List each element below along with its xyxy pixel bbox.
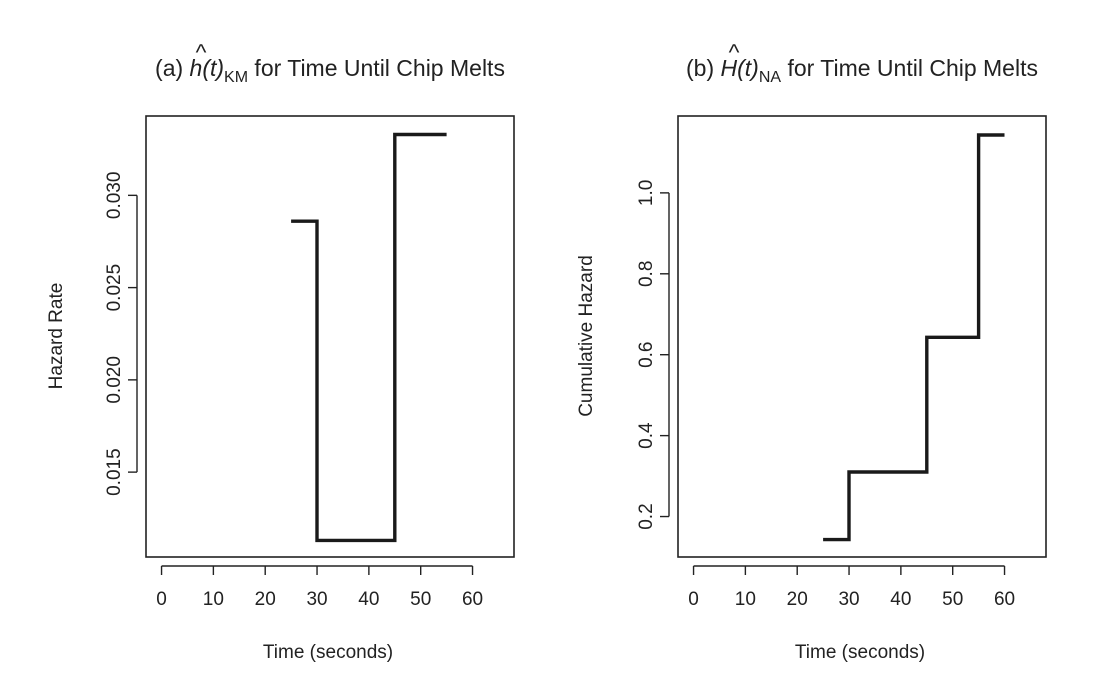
x-tick-label: 40 <box>890 589 911 610</box>
panel-b-step-line <box>823 133 1005 542</box>
y-tick-label: 0.015 <box>104 448 125 496</box>
y-tick-label: 0.025 <box>104 264 125 312</box>
x-tick-label: 20 <box>787 589 808 610</box>
panel-cumulative-hazard: (b) H(t)NA for Time Until Chip Melts ^ 0… <box>576 39 1047 663</box>
panel-a-y-axis: 0.015 0.020 0.025 0.030 <box>104 172 138 496</box>
panel-b-y-axis-label: Cumulative Hazard <box>576 255 597 417</box>
y-tick-label: 1.0 <box>636 180 657 206</box>
y-tick-label: 0.020 <box>104 356 125 404</box>
y-tick-label: 0.8 <box>636 261 657 287</box>
panel-a-y-axis-label: Hazard Rate <box>46 283 67 390</box>
panel-a-title: (a) h(t)KM for Time Until Chip Melts <box>155 55 505 86</box>
panel-a-series <box>291 132 447 543</box>
panel-a-x-axis: 0 10 20 30 40 50 60 <box>156 565 483 610</box>
panel-b-plot-frame <box>677 115 1047 558</box>
panel-b-y-axis: 0.2 0.4 0.6 0.8 1.0 <box>636 180 670 530</box>
x-tick-label: 60 <box>462 589 483 610</box>
panel-a-plot-frame <box>145 115 515 558</box>
x-tick-label: 10 <box>735 589 756 610</box>
panel-b-title-function: H <box>721 55 738 81</box>
x-tick-label: 20 <box>255 589 276 610</box>
panel-a-step-line <box>291 132 447 543</box>
y-tick-label: 0.2 <box>636 503 657 529</box>
panel-a-title-function: h <box>190 55 203 81</box>
panel-b-title: (b) H(t)NA for Time Until Chip Melts <box>686 55 1038 86</box>
panel-a-x-axis-label: Time (seconds) <box>263 642 393 663</box>
panel-a-title-subscript: KM <box>224 69 248 86</box>
panel-b-title-subscript: NA <box>759 69 782 86</box>
x-tick-label: 40 <box>358 589 379 610</box>
y-tick-label: 0.030 <box>104 172 125 220</box>
x-tick-label: 10 <box>203 589 224 610</box>
y-tick-label: 0.6 <box>636 341 657 367</box>
panel-hazard-rate: (a) h(t)KM for Time Until Chip Melts ^ 0… <box>46 39 515 663</box>
panel-b-x-axis-label: Time (seconds) <box>795 642 925 663</box>
panel-b-series <box>823 133 1005 542</box>
x-tick-label: 0 <box>156 589 167 610</box>
x-tick-label: 50 <box>410 589 431 610</box>
x-tick-label: 30 <box>306 589 327 610</box>
panel-a-title-hat: ^ <box>196 39 207 65</box>
y-tick-label: 0.4 <box>636 422 657 449</box>
x-tick-label: 30 <box>838 589 859 610</box>
panel-b-x-axis: 0 10 20 30 40 50 60 <box>688 565 1015 610</box>
x-tick-label: 50 <box>942 589 963 610</box>
panel-b-title-hat: ^ <box>729 39 740 65</box>
x-tick-label: 60 <box>994 589 1015 610</box>
x-tick-label: 0 <box>688 589 699 610</box>
